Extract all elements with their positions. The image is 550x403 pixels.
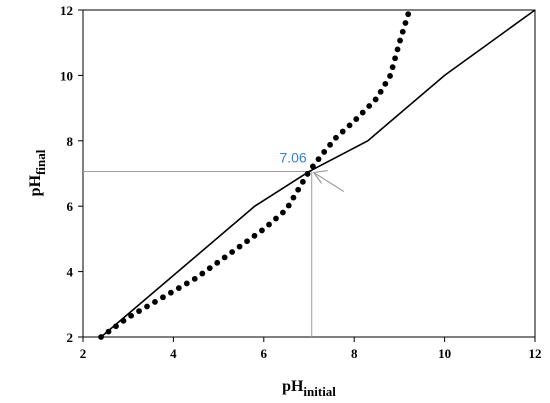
- x-tick-label: 6: [261, 346, 268, 361]
- series-dot: [366, 103, 373, 109]
- series-dot: [98, 334, 104, 340]
- series-dot: [397, 37, 403, 44]
- series-dot: [244, 238, 250, 245]
- series-dot: [333, 134, 339, 141]
- series-dot: [382, 80, 389, 87]
- x-tick-label: 8: [351, 346, 358, 361]
- series-dot: [389, 64, 396, 71]
- x-tick-label: 12: [529, 346, 542, 361]
- series-dot: [214, 259, 221, 266]
- series-dot: [144, 303, 150, 310]
- annotation-arrow-head: [312, 169, 328, 184]
- x-tick-label: 10: [438, 346, 451, 361]
- series-dot: [152, 298, 158, 305]
- reference-lines: [83, 171, 313, 337]
- series-dot: [120, 317, 127, 324]
- series-dot: [315, 156, 322, 163]
- series-dot: [402, 20, 409, 26]
- series-dot: [251, 232, 258, 239]
- series-dot: [273, 215, 279, 222]
- series-dot: [399, 28, 406, 35]
- series-dot: [259, 227, 265, 234]
- series-dot: [392, 55, 398, 62]
- y-tick-label: 6: [67, 199, 74, 214]
- series-dot: [405, 11, 412, 18]
- x-axis-title-main: pH: [282, 378, 304, 395]
- ticks-layer: 2 4 6 8 10 12 2 4 6 8 10 12: [60, 3, 542, 361]
- series-dot: [295, 186, 302, 193]
- y-tick-label: 2: [67, 330, 74, 345]
- series-dot: [221, 254, 228, 261]
- series-dot: [160, 294, 166, 301]
- series-dot: [310, 163, 316, 170]
- series-dot: [236, 243, 243, 250]
- y-tick-label: 10: [60, 68, 73, 83]
- series-dot: [321, 149, 328, 155]
- series-dot: [191, 275, 198, 282]
- series-dot: [113, 323, 119, 330]
- series-dot: [299, 178, 306, 185]
- series-dot: [290, 194, 297, 201]
- y-tick-label: 8: [67, 134, 74, 149]
- series-dot: [266, 221, 272, 228]
- series-dot: [229, 249, 236, 255]
- annotation-label: 7.06: [279, 150, 306, 166]
- series-dot: [167, 289, 174, 296]
- series-dot: [327, 141, 333, 148]
- series-dot: [136, 308, 142, 315]
- y-axis-title: pHfinal: [27, 149, 48, 196]
- series-dot: [206, 265, 213, 272]
- series-dot: [199, 270, 206, 277]
- series-dot: [105, 328, 112, 335]
- annotation-arrow-shaft: [313, 172, 345, 193]
- series-dot: [128, 312, 134, 319]
- series-line-dotted: [101, 13, 408, 337]
- series-dot: [304, 171, 311, 177]
- series-layer: [98, 9, 536, 340]
- series-dot: [280, 209, 286, 216]
- series-dot: [372, 96, 379, 103]
- series-dot: [183, 280, 190, 287]
- y-tick-label: 4: [67, 265, 74, 280]
- x-axis-title-sub: initial: [303, 384, 336, 399]
- series-line-solid: [100, 9, 536, 338]
- series-dot: [359, 109, 366, 116]
- series-dot: [175, 285, 182, 291]
- y-axis-title-main: pH: [27, 174, 44, 196]
- series-dot: [285, 202, 292, 209]
- series-dot: [387, 73, 393, 79]
- series-dot: [346, 122, 353, 129]
- x-tick-label: 4: [170, 346, 177, 361]
- series-dot: [377, 88, 384, 95]
- x-tick-label: 2: [80, 346, 87, 361]
- series-dot: [353, 116, 360, 122]
- annotation-layer: 7.06: [279, 150, 345, 193]
- y-tick-label: 12: [60, 3, 73, 18]
- series-dot: [339, 128, 346, 135]
- series-dot: [394, 46, 401, 53]
- x-axis-title: pHinitial: [282, 378, 336, 399]
- y-axis-title-sub: final: [33, 149, 48, 175]
- plot-frame: [82, 9, 536, 338]
